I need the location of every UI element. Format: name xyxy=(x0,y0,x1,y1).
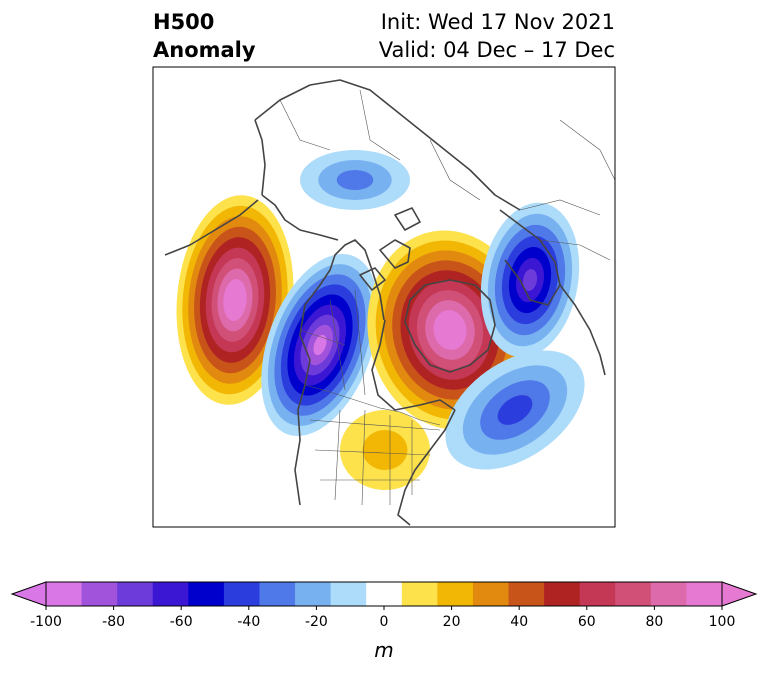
colorbar-arrow-max xyxy=(721,581,758,607)
map-panel xyxy=(153,67,615,527)
colorbar-box xyxy=(650,582,687,606)
colorbar-box xyxy=(223,582,260,606)
anomaly-contour-level xyxy=(362,430,408,470)
anomaly-contour-level xyxy=(313,334,327,356)
colorbar-tick-label: 60 xyxy=(578,614,596,630)
colorbar-ticks: -100 -80 -60 -40 -20 0 20 40 60 80 100 xyxy=(30,606,735,630)
colorbar-tick-label: 20 xyxy=(443,614,461,630)
valid-date-label: Valid: 04 Dec – 17 Dec xyxy=(378,38,615,62)
title-line-h500: H500 xyxy=(153,10,215,34)
colorbar: -100 -80 -60 -40 -20 0 20 40 60 80 100 m xyxy=(10,581,758,662)
colorbar-box xyxy=(330,582,367,606)
anomaly-contours xyxy=(176,150,585,490)
anomaly-arctic-trough xyxy=(300,150,410,210)
anomaly-north-atlantic-trough xyxy=(445,350,585,470)
colorbar-box xyxy=(117,582,154,606)
anomaly-contour-level xyxy=(336,170,374,190)
eurasia-borders xyxy=(279,89,615,261)
coastline-hudson-bay xyxy=(371,319,456,411)
colorbar-tick-label: -100 xyxy=(30,614,62,630)
anomaly-western-canada-trough xyxy=(261,253,379,437)
colorbar-unit-label: m xyxy=(374,638,393,662)
map-frame xyxy=(152,66,616,528)
colorbar-tick-label: 40 xyxy=(510,614,528,630)
anomaly-eastern-us-ridge xyxy=(340,410,430,490)
anomaly-contour-level xyxy=(441,320,459,340)
coastline-alaska xyxy=(261,194,339,241)
coastline-north-america-east xyxy=(397,409,456,526)
anomaly-contour-level xyxy=(229,289,241,311)
border-canada-us xyxy=(304,384,441,426)
colorbar-arrow-min xyxy=(10,581,47,607)
map-title-variable: H500 Anomaly xyxy=(153,8,256,64)
coastline-europe-west xyxy=(559,284,606,376)
init-date-label: Init: Wed 17 Nov 2021 xyxy=(380,10,615,34)
colorbar-box xyxy=(615,582,652,606)
colorbar-boxes xyxy=(46,582,723,606)
colorbar-box xyxy=(81,582,118,606)
colorbar-box xyxy=(401,582,438,606)
colorbar-tick-label: 100 xyxy=(709,614,736,630)
colorbar-box xyxy=(508,582,545,606)
coastlines xyxy=(164,79,606,526)
colorbar-box xyxy=(295,582,332,606)
coastline-aleutians xyxy=(164,199,259,256)
coastline-north-america-west xyxy=(294,239,385,506)
colorbar-box xyxy=(259,582,296,606)
colorbar-tick-label: -80 xyxy=(102,614,125,630)
colorbar-box xyxy=(579,582,616,606)
colorbar-box xyxy=(46,582,83,606)
colorbar-box xyxy=(686,582,723,606)
colorbar-box xyxy=(152,582,189,606)
colorbar-tick-label: 80 xyxy=(645,614,663,630)
colorbar-tick-label: -20 xyxy=(305,614,328,630)
canada-province-lines xyxy=(299,289,366,396)
map-title-dates: Init: Wed 17 Nov 2021 Valid: 04 Dec – 17… xyxy=(300,8,615,64)
coastline-arctic-islands xyxy=(359,207,421,291)
anomaly-contour-level xyxy=(497,395,533,425)
anomaly-siberia-trough xyxy=(480,202,580,358)
colorbar-tick-label: -60 xyxy=(170,614,193,630)
coastline-greenland xyxy=(404,279,496,373)
colorbar-box xyxy=(472,582,510,606)
colorbar-box xyxy=(366,582,403,606)
colorbar-box xyxy=(544,582,581,606)
coastline-eurasia-north xyxy=(254,79,521,211)
colorbar-tick-label: 0 xyxy=(380,614,389,630)
colorbar-tick-label: -40 xyxy=(237,614,260,630)
us-state-grid xyxy=(309,409,441,506)
map-figure xyxy=(152,66,616,528)
coastline-east-asia xyxy=(254,119,266,196)
colorbar-box xyxy=(437,582,474,606)
country-borders xyxy=(279,89,615,506)
colorbar-box xyxy=(188,582,225,606)
anomaly-contour-level xyxy=(522,269,538,291)
title-line-anomaly: Anomaly xyxy=(153,38,256,62)
